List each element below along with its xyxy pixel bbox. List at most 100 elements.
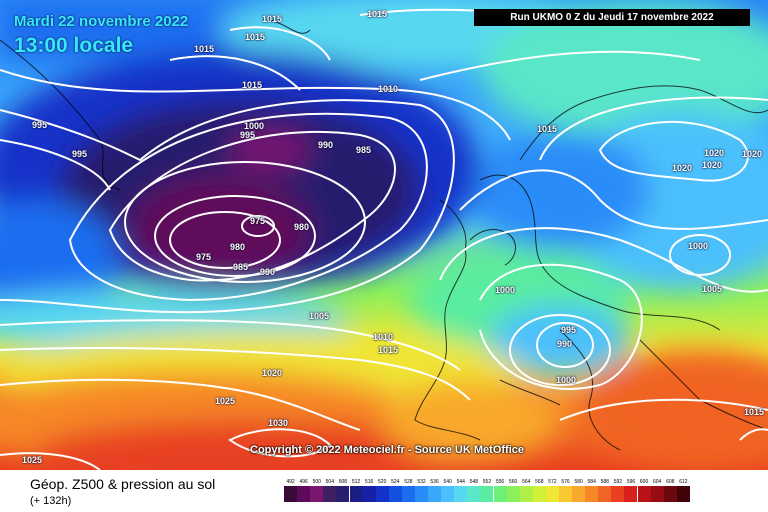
legend-entry: 544	[454, 478, 468, 508]
legend-swatch	[310, 486, 324, 502]
legend-swatch	[545, 486, 559, 502]
color-legend: 492 496 500 504 508 512 516 520 524 528 532 536 540 5…	[284, 478, 690, 508]
legend-value: 492	[286, 479, 295, 485]
forecast-local-time: 13:00 locale	[14, 34, 134, 57]
legend-swatch	[676, 486, 690, 502]
legend-entry: 500	[310, 478, 324, 508]
legend-value: 504	[325, 479, 334, 485]
legend-entry: 612	[676, 478, 690, 508]
legend-entry: 608	[663, 478, 677, 508]
isobar-label: 980	[294, 222, 310, 232]
legend-swatch	[362, 486, 376, 502]
isobar-label: 1020	[702, 160, 723, 170]
legend-swatch	[467, 486, 481, 502]
legend-value: 604	[653, 479, 662, 485]
legend-swatch	[585, 486, 599, 502]
legend-swatch	[454, 486, 468, 502]
isobar-label: 990	[557, 339, 573, 349]
legend-swatch	[611, 486, 625, 502]
isobar-label: 1005	[702, 284, 723, 294]
legend-swatch	[388, 486, 402, 502]
legend-value: 608	[666, 479, 675, 485]
forecast-lead-time: (+ 132h)	[30, 495, 72, 507]
legend-value: 528	[404, 479, 413, 485]
legend-swatch	[637, 486, 651, 502]
legend-swatch	[441, 486, 455, 502]
legend-value: 596	[626, 479, 636, 485]
legend-value: 516	[364, 479, 374, 485]
legend-swatch	[284, 486, 298, 502]
legend-swatch	[663, 486, 677, 502]
legend-swatch	[532, 486, 546, 502]
legend-entry: 496	[297, 478, 311, 508]
legend-entry: 564	[519, 478, 533, 508]
legend-swatch	[598, 486, 612, 502]
legend-entry: 572	[545, 478, 559, 508]
legend-value: 532	[417, 479, 426, 485]
legend-entry: 588	[598, 478, 612, 508]
isobar-label: 1015	[537, 124, 558, 134]
legend-value: 536	[430, 479, 439, 485]
isobar-label: 975	[196, 252, 212, 262]
legend-value: 584	[587, 479, 596, 485]
isobar-label: 1000	[688, 241, 709, 251]
weather-map: Mardi 22 novembre 2022 13:00 locale Run …	[0, 0, 768, 470]
legend-swatch	[572, 486, 586, 502]
legend-value: 556	[495, 479, 505, 485]
legend-value: 568	[535, 479, 544, 485]
isobar-label: 995	[240, 130, 256, 140]
legend-value: 524	[391, 479, 400, 485]
geopotential-field	[0, 0, 768, 470]
legend-entry: 520	[375, 478, 389, 508]
legend-swatch	[375, 486, 389, 502]
legend-entry: 604	[650, 478, 664, 508]
isobars	[0, 8, 768, 470]
isobar-label: 985	[356, 145, 372, 155]
legend-entry: 512	[349, 478, 363, 508]
isobar-label: 995	[32, 120, 48, 130]
isobar-label: 1015	[378, 345, 399, 355]
legend-entry: 552	[480, 478, 494, 508]
legend-entry: 600	[637, 478, 651, 508]
isobar-label: 1000	[495, 285, 516, 295]
isobar-label: 975	[250, 216, 266, 226]
legend-swatch	[519, 486, 533, 502]
legend-entry: 540	[441, 478, 455, 508]
legend-value: 544	[456, 479, 465, 485]
legend-value: 540	[443, 479, 452, 485]
isobar-label: 1020	[262, 368, 283, 378]
forecast-date: Mardi 22 novembre 2022	[14, 13, 189, 30]
isobar-label: 995	[72, 149, 88, 159]
isobar-label: 1025	[215, 396, 236, 406]
isobar-label: 1000	[244, 121, 265, 131]
legend-entry: 516	[362, 478, 376, 508]
legend-value: 564	[522, 479, 531, 485]
legend-entry: 596	[624, 478, 638, 508]
legend-entry: 576	[559, 478, 573, 508]
legend-swatch	[336, 486, 350, 502]
legend-value: 588	[600, 479, 609, 485]
legend-swatch	[493, 486, 507, 502]
isobar-label: 1015	[194, 44, 215, 54]
isobar-label: 1015	[262, 14, 283, 24]
legend-value: 512	[351, 479, 361, 485]
model-run-label: Run UKMO 0 Z du Jeudi 17 novembre 2022	[474, 9, 750, 26]
legend-swatch	[323, 486, 337, 502]
isobar-label: 1030	[268, 418, 289, 428]
legend-swatch	[559, 486, 573, 502]
isobar-label: 1015	[242, 80, 263, 90]
isobar-label: 980	[230, 242, 246, 252]
legend-entry: 524	[388, 478, 402, 508]
isobar-label: 995	[561, 325, 577, 335]
legend-value: 580	[574, 479, 583, 485]
isobar-label: 985	[233, 262, 249, 272]
isobar-label: 1000	[556, 375, 577, 385]
legend-entry: 536	[428, 478, 442, 508]
legend-swatch	[401, 486, 415, 502]
legend-swatch	[414, 486, 428, 502]
isobar-label: 990	[260, 267, 276, 277]
legend-value: 508	[338, 479, 348, 485]
legend-value: 576	[561, 479, 570, 485]
legend-value: 572	[548, 479, 557, 485]
isobar-label: 1005	[309, 311, 330, 321]
